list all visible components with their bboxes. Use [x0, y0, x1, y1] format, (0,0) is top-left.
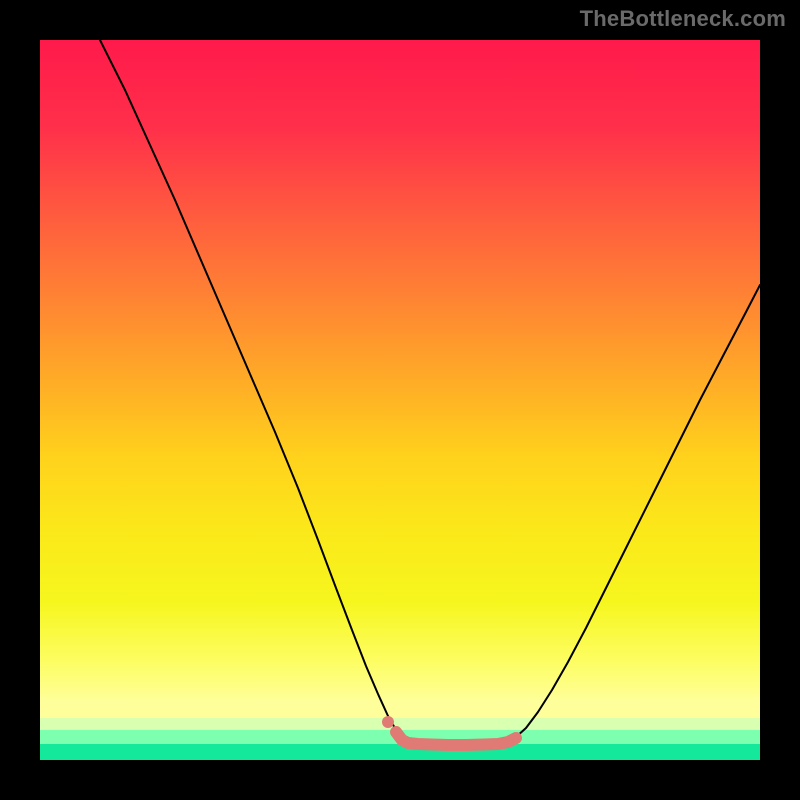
watermark-text: TheBottleneck.com — [580, 6, 786, 32]
bottleneck-curve-chart — [40, 40, 760, 760]
chart-background — [40, 40, 760, 760]
optimal-point-marker — [382, 716, 394, 728]
outer-frame: TheBottleneck.com — [0, 0, 800, 800]
plot-area — [40, 40, 760, 760]
